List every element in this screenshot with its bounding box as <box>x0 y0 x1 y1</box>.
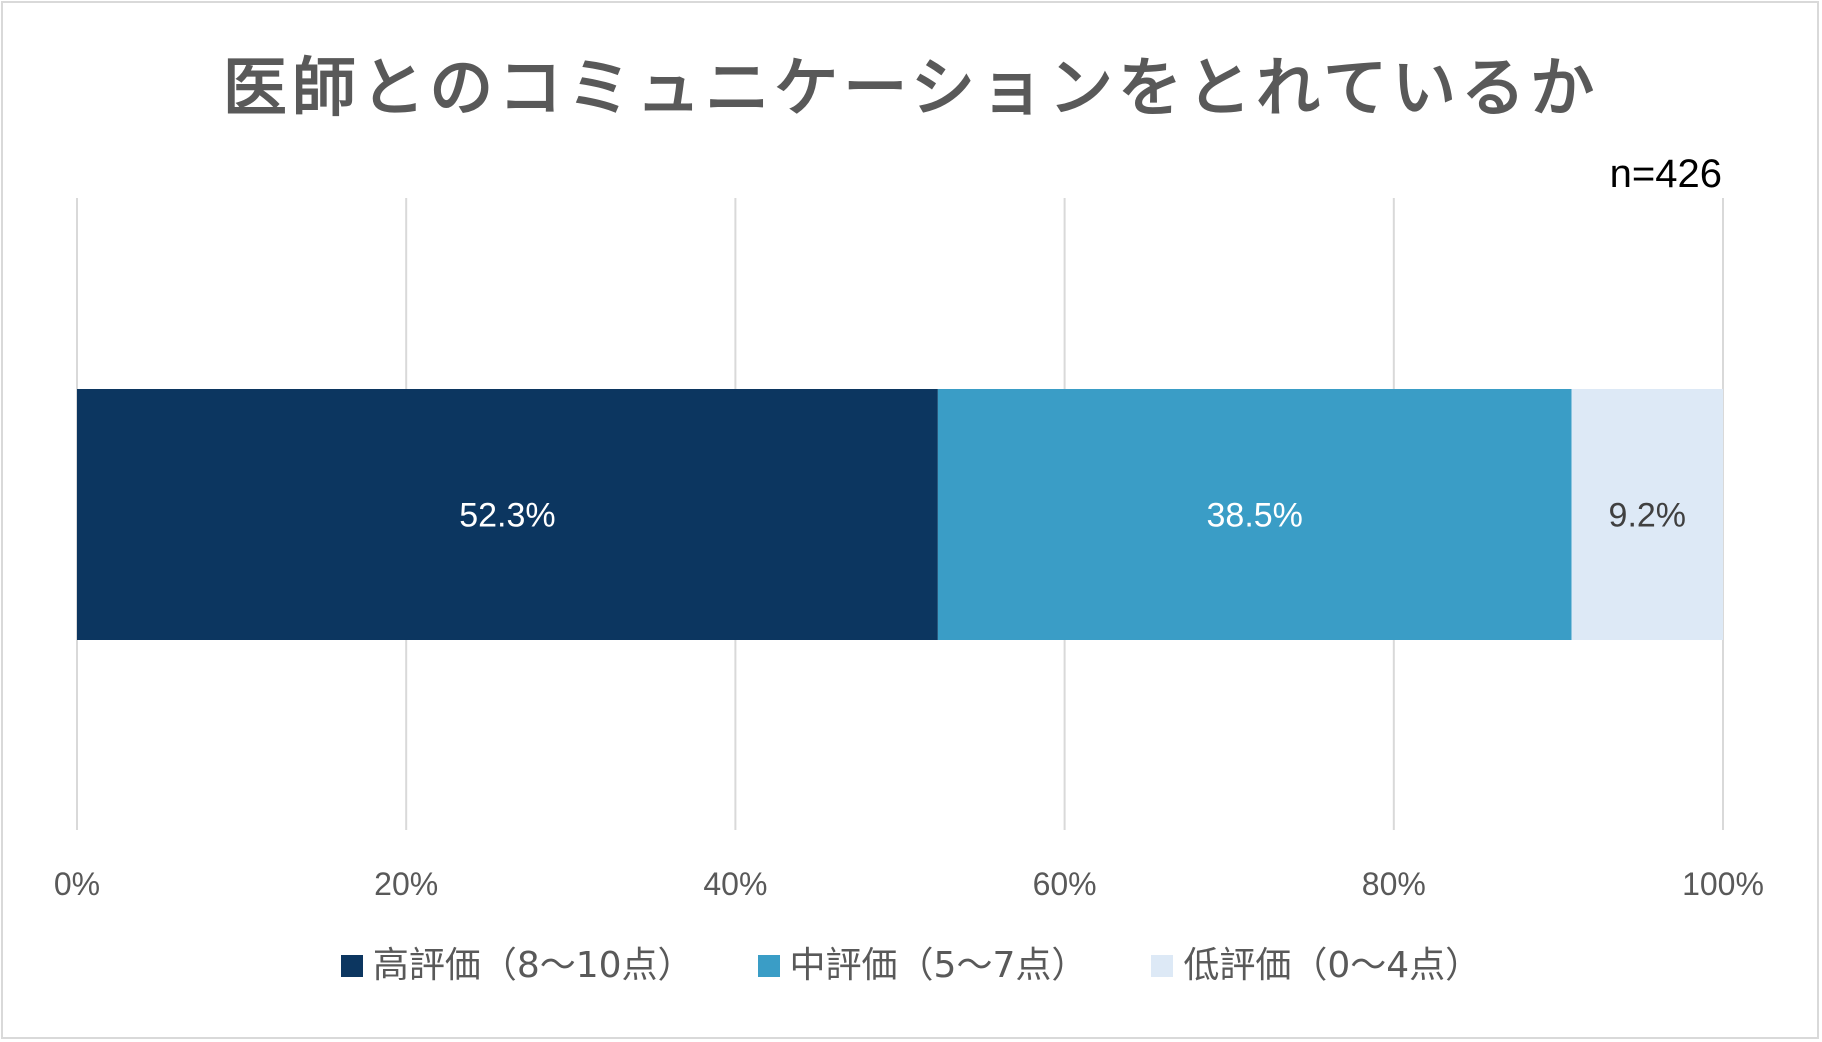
legend-item: 高評価（8～10点） <box>340 940 694 992</box>
data-label: 38.5% <box>1207 497 1303 535</box>
legend-swatch <box>757 955 780 977</box>
legend-label: 高評価（8～10点） <box>372 945 694 986</box>
x-tick-label: 100% <box>1682 866 1764 902</box>
bar-segment <box>1571 389 1723 640</box>
data-label: 52.3% <box>459 497 555 535</box>
legend-label: 低評価（0～4点） <box>1183 945 1482 986</box>
chart-title: 医師とのコミュニケーションをとれているか <box>222 52 1600 126</box>
bar-segment <box>937 389 1572 640</box>
legend-swatch <box>340 955 363 977</box>
legend-swatch <box>1151 955 1174 977</box>
legend: 高評価（8～10点） 中評価（5～7点） 低評価（0～4点） <box>0 940 1822 992</box>
data-label: 9.2% <box>1609 497 1687 535</box>
x-tick-label: 80% <box>1362 866 1426 902</box>
bar-segments <box>77 389 1723 640</box>
x-tick-label: 40% <box>703 866 767 902</box>
bar-segment <box>77 389 938 640</box>
x-axis-tick-labels: 0% 20% 40% 60% 80% 100% <box>54 866 1764 902</box>
x-tick-label: 20% <box>374 866 438 902</box>
legend-item: 中評価（5～7点） <box>757 940 1088 992</box>
sample-size-label: n=426 <box>1609 152 1722 196</box>
x-tick-label: 0% <box>54 866 100 902</box>
data-labels: 52.3% 38.5% 9.2% <box>459 497 1686 535</box>
x-tick-label: 60% <box>1033 866 1097 902</box>
legend-label: 中評価（5～7点） <box>789 945 1088 986</box>
legend-item: 低評価（0～4点） <box>1151 940 1481 992</box>
